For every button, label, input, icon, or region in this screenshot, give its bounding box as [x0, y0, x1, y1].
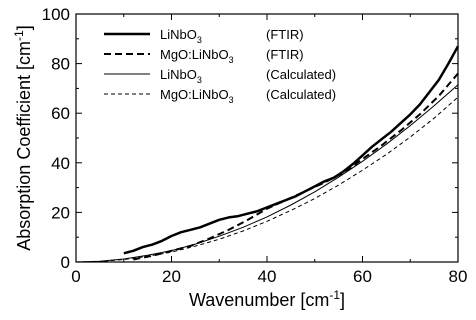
y-tick-label-20: 20 — [51, 203, 70, 222]
x-axis-title-sup: -1 — [329, 288, 340, 302]
x-axis-title-main: Wavenumber [cm — [189, 290, 329, 310]
x-tick-label-20: 20 — [162, 267, 181, 286]
legend-label-2-sub: 3 — [229, 55, 234, 65]
x-tick-label-40: 40 — [258, 267, 277, 286]
y-axis-title-sup: -1 — [12, 30, 26, 41]
series-line-3 — [76, 85, 458, 262]
y-tick-label-60: 60 — [51, 104, 70, 123]
x-tick-label-0: 0 — [71, 267, 80, 286]
legend-label-4: MgO:LiNbO3 — [160, 87, 234, 105]
legend-label-1-sub: 3 — [197, 35, 202, 45]
y-axis-title-tail: ] — [14, 25, 34, 30]
legend-note-4: (Calculated) — [266, 87, 336, 102]
x-axis-title-tail: ] — [340, 290, 345, 310]
y-tick-label-0: 0 — [61, 253, 70, 272]
legend-label-3-main: LiNbO — [160, 67, 197, 82]
legend-label-1: LiNbO3 — [160, 27, 202, 45]
legend-label-2-main: MgO:LiNbO — [160, 47, 229, 62]
legend-label-4-main: MgO:LiNbO — [160, 87, 229, 102]
legend-note-3: (Calculated) — [266, 67, 336, 82]
y-tick-label-80: 80 — [51, 55, 70, 74]
axes-layer: 0 20 40 60 80 0 20 40 60 80 100 — [42, 5, 468, 286]
x-tick-label-60: 60 — [353, 267, 372, 286]
legend: LiNbO3 (FTIR) MgO:LiNbO3 (FTIR) LiNbO3 (… — [104, 27, 336, 105]
legend-label-1-main: LiNbO — [160, 27, 197, 42]
legend-label-3: LiNbO3 — [160, 67, 202, 85]
legend-note-1: (FTIR) — [266, 27, 304, 42]
legend-label-3-sub: 3 — [197, 75, 202, 85]
legend-note-2: (FTIR) — [266, 47, 304, 62]
x-tick-label-80: 80 — [449, 267, 468, 286]
y-tick-label-40: 40 — [51, 154, 70, 173]
legend-label-2: MgO:LiNbO3 — [160, 47, 234, 65]
x-axis-title: Wavenumber [cm-1] — [189, 288, 345, 310]
y-tick-label-100: 100 — [42, 5, 70, 24]
legend-label-4-sub: 3 — [229, 95, 234, 105]
y-axis-title: Absorption Coefficient [cm-1] — [12, 25, 34, 250]
y-axis-title-main: Absorption Coefficient [cm — [14, 41, 34, 251]
